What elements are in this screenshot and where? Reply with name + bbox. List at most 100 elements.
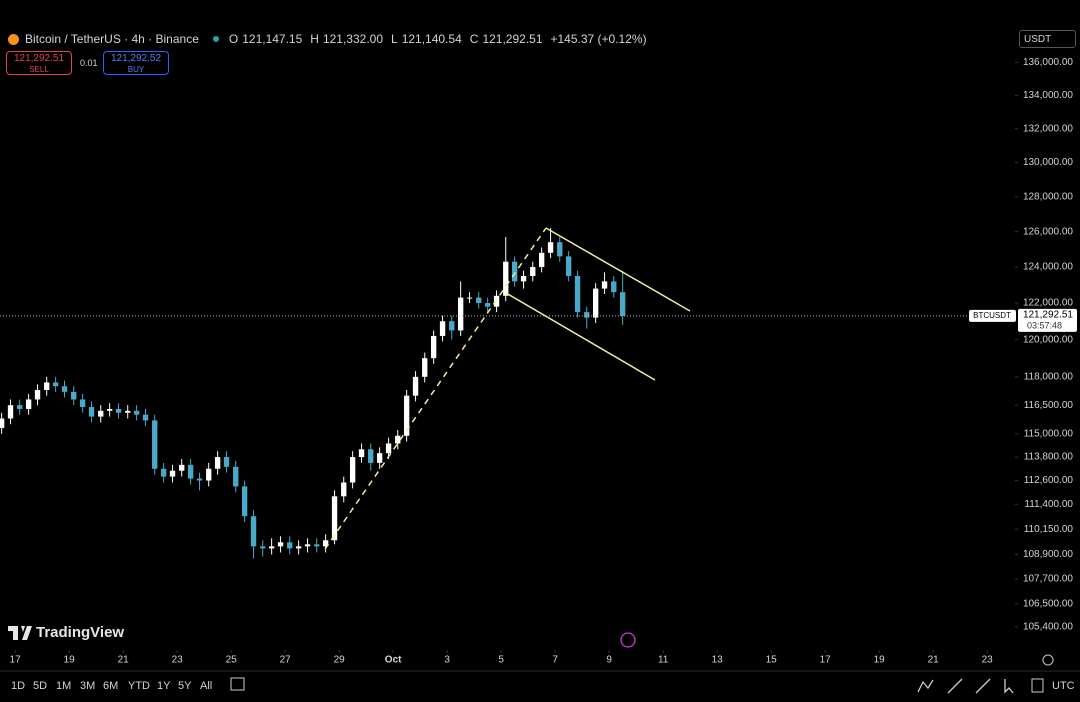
x-tick-label: 5 xyxy=(498,655,504,666)
candle-body xyxy=(476,297,482,304)
candle-body xyxy=(17,405,23,409)
candle-body xyxy=(44,382,50,390)
buy-button[interactable]: 121,292.52 BUY xyxy=(103,51,169,75)
candle-body xyxy=(466,297,473,299)
currency: USDT xyxy=(1024,34,1052,45)
candle-body xyxy=(574,275,581,313)
candle-body xyxy=(25,399,32,409)
y-tick-label: 108,900.00 xyxy=(1023,549,1073,560)
settings-icon[interactable] xyxy=(1042,654,1054,666)
range-button[interactable]: YTD xyxy=(128,680,150,692)
calendar-icon[interactable] xyxy=(230,677,245,691)
sell-price: 121,292.51 xyxy=(13,53,65,64)
candle-body xyxy=(520,275,527,282)
tool-icon[interactable] xyxy=(975,678,991,694)
y-tick-label: 132,000.00 xyxy=(1023,123,1073,134)
price-tag xyxy=(1018,308,1077,332)
symbol: Bitcoin / TetherUS · 4h · Binance xyxy=(25,32,199,46)
candle-body xyxy=(457,297,464,331)
buy-label: BUY xyxy=(127,65,145,74)
candle-body xyxy=(196,478,203,481)
candle-body xyxy=(71,391,77,400)
x-tick-label: 19 xyxy=(874,655,886,666)
x-tick-label: 21 xyxy=(928,655,940,666)
dollar-icon[interactable] xyxy=(1031,678,1044,693)
candle-body xyxy=(584,312,590,318)
candle-body xyxy=(277,542,284,547)
channel-top xyxy=(545,227,691,312)
y-tick-label: 105,400.00 xyxy=(1023,621,1073,632)
candle-body xyxy=(125,410,131,413)
indicator-icon[interactable] xyxy=(917,679,934,693)
ohlc-value: 121,147.15 xyxy=(242,32,303,46)
range-button[interactable]: 5Y xyxy=(178,680,192,692)
y-tick-label: 113,800.00 xyxy=(1024,452,1074,463)
candle-body xyxy=(449,321,455,331)
range-button[interactable]: 3M xyxy=(80,680,96,692)
currency-select[interactable]: USDT xyxy=(1019,30,1076,48)
candle-body xyxy=(439,321,446,336)
candle-body xyxy=(169,470,176,477)
candle-body xyxy=(619,292,626,316)
y-tick-label: 106,500.00 xyxy=(1023,598,1073,609)
ohlc-key: L xyxy=(391,32,398,46)
candle-body xyxy=(160,468,167,477)
sell-label: SELL xyxy=(29,65,49,74)
candle-body xyxy=(314,544,320,547)
candle-body xyxy=(142,414,149,421)
candle-body xyxy=(341,482,347,497)
candle-body xyxy=(557,242,563,257)
candle-body xyxy=(206,468,212,481)
candle-body xyxy=(530,267,536,276)
x-tick-label: 19 xyxy=(64,655,76,666)
event-icon[interactable] xyxy=(620,632,636,648)
candle-body xyxy=(287,542,293,549)
candle-body xyxy=(422,358,428,377)
candle-body xyxy=(133,410,140,415)
cursor-icon[interactable] xyxy=(1004,679,1014,694)
brand: TradingView xyxy=(36,624,125,641)
candle-body xyxy=(358,449,365,458)
symbol-tag-label: BTCUSDT xyxy=(973,311,1011,320)
candle-body xyxy=(385,443,392,454)
candle-body xyxy=(106,408,113,411)
candle-body xyxy=(7,405,14,419)
candle-body xyxy=(61,386,68,392)
y-tick-label: 124,000.00 xyxy=(1023,262,1073,273)
y-tick-label: 120,000.00 xyxy=(1023,334,1073,345)
price-tag-label: 121,292.51 xyxy=(1023,310,1073,321)
timezone[interactable]: UTC xyxy=(1052,680,1075,692)
range-button[interactable]: 5D xyxy=(33,680,48,692)
candle-body xyxy=(0,418,5,429)
candle-body xyxy=(511,261,518,282)
ohlc-value: 121,140.54 xyxy=(401,32,462,46)
y-tick-label: 134,000.00 xyxy=(1023,90,1073,101)
range-button[interactable]: 1D xyxy=(11,680,26,692)
range-button[interactable]: 6M xyxy=(103,680,119,692)
x-tick-label: 7 xyxy=(552,655,558,666)
y-tick-label: 126,000.00 xyxy=(1023,226,1073,237)
y-tick-label: 118,000.00 xyxy=(1024,371,1074,382)
candle-body xyxy=(223,457,230,467)
range-button[interactable]: 1M xyxy=(56,680,72,692)
range-button[interactable]: 1Y xyxy=(157,680,171,692)
candle-body xyxy=(52,382,59,387)
y-tick-label: 130,000.00 xyxy=(1023,157,1073,168)
sell-button[interactable]: 121,292.51 SELL xyxy=(6,51,72,75)
symbol-tag xyxy=(969,309,1016,322)
tool-icon[interactable] xyxy=(947,678,963,694)
change: +145.37 (+0.12%) xyxy=(550,32,647,46)
candle-body xyxy=(611,281,617,293)
candle-body xyxy=(322,540,329,547)
candle-body xyxy=(233,466,239,487)
candle-body xyxy=(403,395,410,436)
candle-body xyxy=(592,288,599,318)
range-button[interactable]: All xyxy=(200,680,213,692)
candle-body xyxy=(268,546,275,549)
candle-body xyxy=(304,544,311,547)
y-tick-label: 115,000.00 xyxy=(1024,428,1074,439)
candle-body xyxy=(547,242,554,253)
